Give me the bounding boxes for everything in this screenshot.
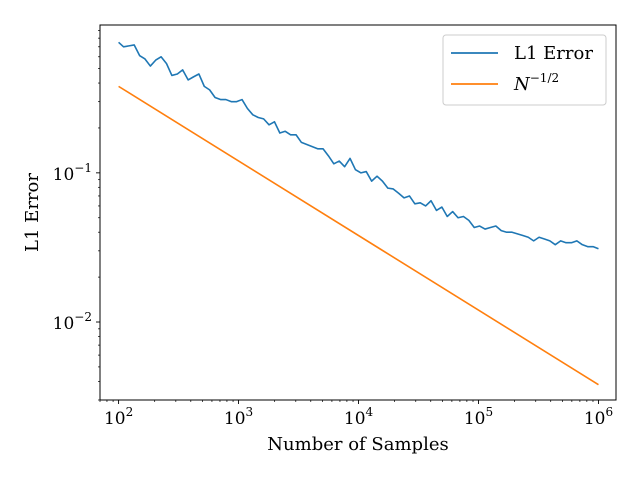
x-tick-label: 102 [104,405,133,429]
y-axis-ticks: 10−1 10−2 [53,30,100,401]
legend: L1 Error N−1/2 [442,34,607,106]
x-tick-label: 106 [584,405,613,429]
legend-label-1: L1 Error [514,43,593,64]
y-tick-label: 10−1 [53,161,92,185]
series-layer [118,41,599,386]
x-tick-label: 105 [464,405,493,429]
legend-label-2: N−1/2 [513,71,559,95]
series-line-2 [118,85,599,386]
x-axis-ticks: 102 103 104 105 106 [99,400,613,429]
axes-frame [99,24,617,401]
x-axis-label: Number of Samples [267,434,448,455]
y-tick-label: 10−2 [53,310,92,334]
x-tick-label: 104 [344,405,374,429]
plot-area [99,24,617,401]
y-axis-label: L1 Error [22,173,43,252]
series-line-1 [118,41,599,250]
x-tick-label: 103 [224,405,253,429]
